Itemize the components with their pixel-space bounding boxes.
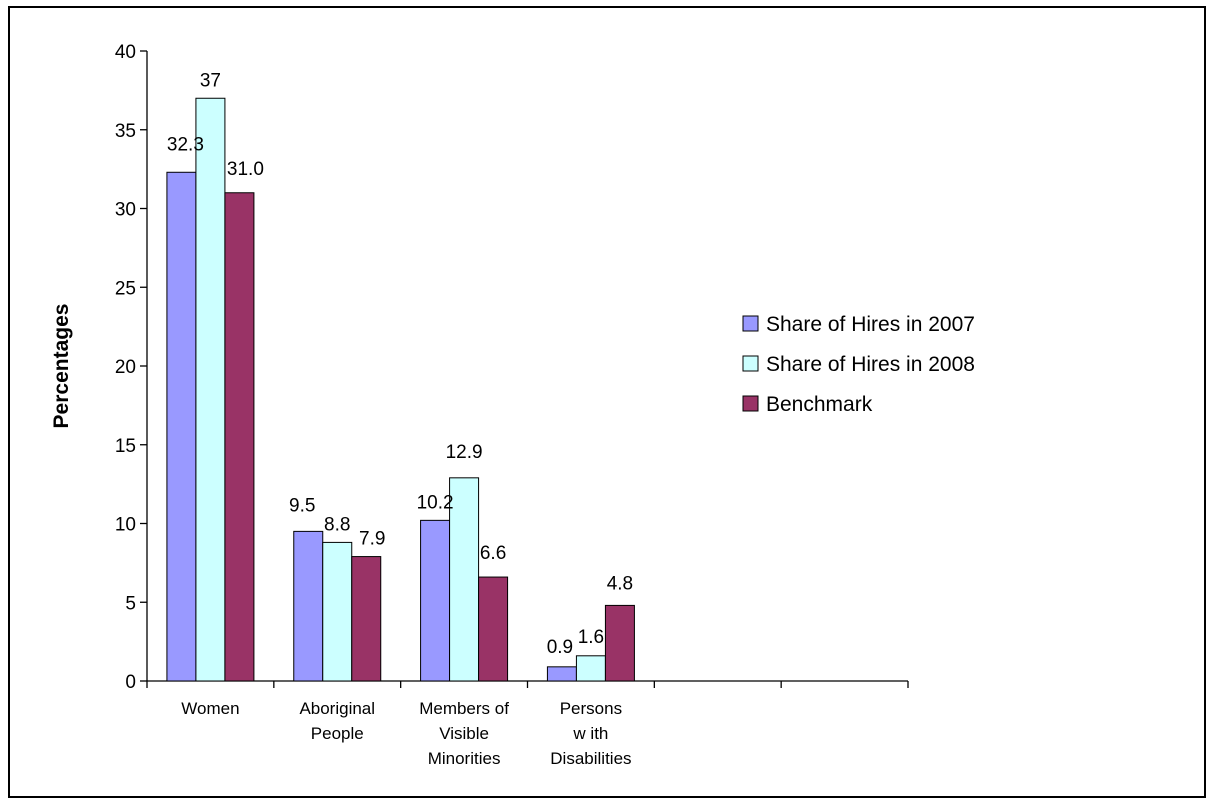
data-label: 9.5 [289, 495, 315, 516]
y-tick-label: 30 [115, 200, 136, 221]
bars [166, 97, 635, 682]
bar [478, 576, 509, 682]
category-label: Aboriginal [299, 699, 375, 718]
y-tick-label: 25 [115, 278, 136, 299]
category-label: Women [181, 699, 239, 718]
legend-swatch [742, 395, 759, 412]
y-tick-label: 10 [115, 515, 136, 536]
bar [351, 556, 382, 682]
bar [166, 171, 197, 682]
category-label: Members of [419, 699, 509, 718]
bar [546, 666, 577, 682]
bar [195, 97, 226, 682]
data-label: 6.6 [480, 543, 506, 564]
y-tick-label: 0 [125, 672, 136, 693]
bar [224, 192, 255, 682]
data-label: 12.9 [446, 442, 483, 463]
y-axis-label: Percentages [50, 304, 73, 429]
category-labels: Women Aboriginal People Members of Visible Mi… [181, 699, 631, 768]
y-tick-label: 20 [115, 357, 136, 378]
category-label: Visible [439, 724, 489, 743]
bar [420, 519, 451, 682]
data-label: 37 [200, 70, 221, 91]
category-label: Minorities [428, 749, 501, 768]
bar [293, 530, 324, 682]
bar [449, 477, 480, 682]
data-label: 10.2 [417, 492, 454, 513]
bar [604, 604, 635, 682]
category-label: w ith [572, 724, 608, 743]
y-tick-label: 35 [115, 121, 136, 142]
data-label: 0.9 [547, 637, 573, 658]
data-label: 1.6 [578, 627, 604, 648]
bar [322, 541, 353, 682]
category-label: Disabilities [550, 749, 631, 768]
y-tick-label: 40 [115, 42, 136, 63]
legend-swatch [742, 315, 759, 332]
data-label: 4.8 [607, 573, 633, 594]
data-label: 7.9 [359, 529, 385, 550]
bar [575, 655, 606, 682]
y-tick-label: 5 [125, 593, 136, 614]
data-label: 32.3 [167, 134, 204, 155]
legend: Share of Hires in 2007 Share of Hires in … [742, 313, 975, 416]
legend-label: Share of Hires in 2008 [766, 353, 975, 376]
legend-swatch [742, 355, 759, 372]
y-tick-label: 15 [115, 436, 136, 457]
data-labels: 32.3 37 31.0 9.5 8.8 7.9 10.2 12.9 6.6 0.9 1.6 4.8 [167, 70, 633, 658]
data-label: 8.8 [324, 514, 350, 535]
legend-label: Share of Hires in 2007 [766, 313, 975, 336]
category-label: People [311, 724, 364, 743]
chart-frame: 0 5 10 15 20 25 30 35 40 32.3 37 31.0 9.5 8.8 7.9 10.2… [8, 6, 1206, 798]
bar-chart: 0 5 10 15 20 25 30 35 40 32.3 37 31.0 9.5 8.8 7.9 10.2… [50, 42, 975, 768]
category-label: Persons [560, 699, 622, 718]
data-label: 31.0 [227, 159, 264, 180]
legend-label: Benchmark [766, 393, 873, 416]
axes: 0 5 10 15 20 25 30 35 40 [115, 42, 909, 693]
